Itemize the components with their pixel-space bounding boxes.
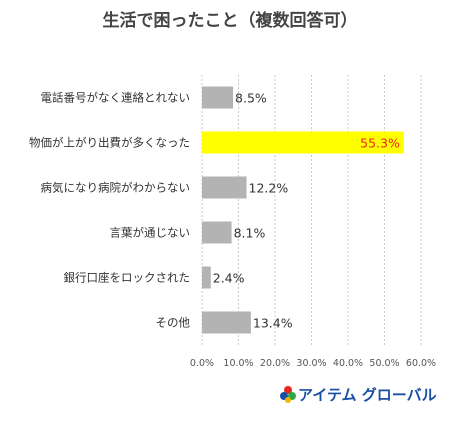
data-label: 12.2%	[249, 181, 289, 196]
category-label: 電話番号がなく連絡とれない	[41, 91, 191, 105]
x-tick-label: 40.0%	[333, 358, 363, 369]
bar	[202, 266, 211, 289]
chart-title: 生活で困ったこと（複数回答可）	[103, 10, 358, 31]
data-label: 8.5%	[235, 91, 267, 106]
x-tick-labels: 0.0% 10.0% 20.0% 30.0% 40.0% 50.0% 60.0%	[190, 358, 436, 369]
data-label: 55.3%	[360, 136, 400, 151]
logo: アイテム グローバル	[280, 386, 437, 404]
logo-text: アイテム グローバル	[298, 386, 437, 404]
gridlines	[201, 75, 422, 345]
x-tick-label: 60.0%	[406, 358, 436, 369]
category-label: 言葉が通じない	[110, 226, 191, 240]
bar	[202, 176, 247, 199]
x-tick-label: 0.0%	[190, 358, 214, 369]
x-tick-label: 20.0%	[260, 358, 290, 369]
bar	[202, 86, 234, 109]
bars: 8.5% 55.3% 12.2% 8.1% 2.4% 13.4%	[202, 86, 404, 334]
bar	[202, 311, 251, 334]
category-labels: 電話番号がなく連絡とれない物価が上がり出費が多くなった病気になり病院がわからない…	[29, 91, 190, 330]
x-tick-label: 30.0%	[296, 358, 326, 369]
category-label: その他	[156, 316, 191, 330]
data-label: 8.1%	[234, 226, 266, 241]
logo-mark-icon	[280, 386, 296, 403]
data-label: 13.4%	[253, 316, 293, 331]
bar	[202, 221, 232, 244]
data-label: 2.4%	[213, 271, 245, 286]
x-tick-label: 10.0%	[223, 358, 253, 369]
x-tick-label: 50.0%	[369, 358, 399, 369]
bar	[202, 131, 404, 154]
category-label: 銀行口座をロックされた	[64, 271, 191, 285]
category-label: 病気になり病院がわからない	[41, 181, 191, 195]
category-label: 物価が上がり出費が多くなった	[29, 136, 190, 150]
